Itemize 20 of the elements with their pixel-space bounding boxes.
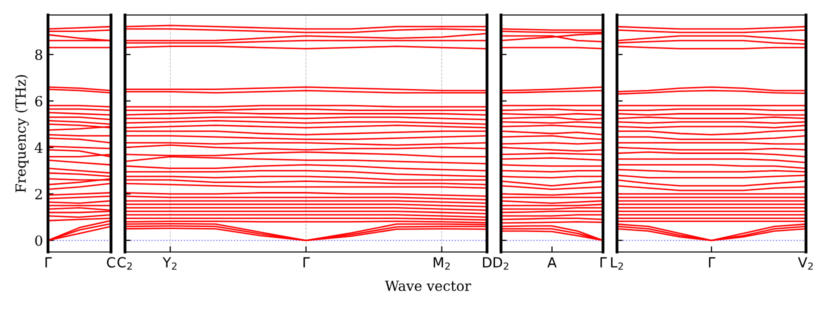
- x-tick-label: D: [483, 257, 492, 268]
- y-tick-label: 6: [35, 96, 42, 106]
- x-tick-label: V$_{2}$: [798, 257, 813, 270]
- x-tick-label: Γ: [708, 257, 716, 268]
- x-tick-label: Γ: [45, 257, 52, 268]
- x-tick-label: Y$_{2}$: [162, 257, 176, 270]
- x-tick-label: A: [547, 257, 557, 268]
- x-tick-label: L$_{2}$: [611, 257, 623, 270]
- y-tick-label: 4: [34, 142, 42, 153]
- x-tick-label: Γ: [600, 257, 607, 268]
- x-tick-label: C: [106, 257, 116, 268]
- y-tick-label: 0: [35, 235, 42, 246]
- y-tick-label: 2: [35, 188, 42, 200]
- x-tick-label: C$_{2}$: [118, 257, 132, 270]
- x-axis-title: Wave vector: [384, 280, 472, 292]
- x-tick-label: M$_{2}$: [434, 257, 450, 270]
- y-tick-label: 8: [35, 49, 42, 60]
- x-tick-label: D$_{2}$: [494, 257, 508, 270]
- x-tick-label: Γ: [303, 257, 310, 268]
- y-axis-title: Frequency (THz): [15, 75, 29, 192]
